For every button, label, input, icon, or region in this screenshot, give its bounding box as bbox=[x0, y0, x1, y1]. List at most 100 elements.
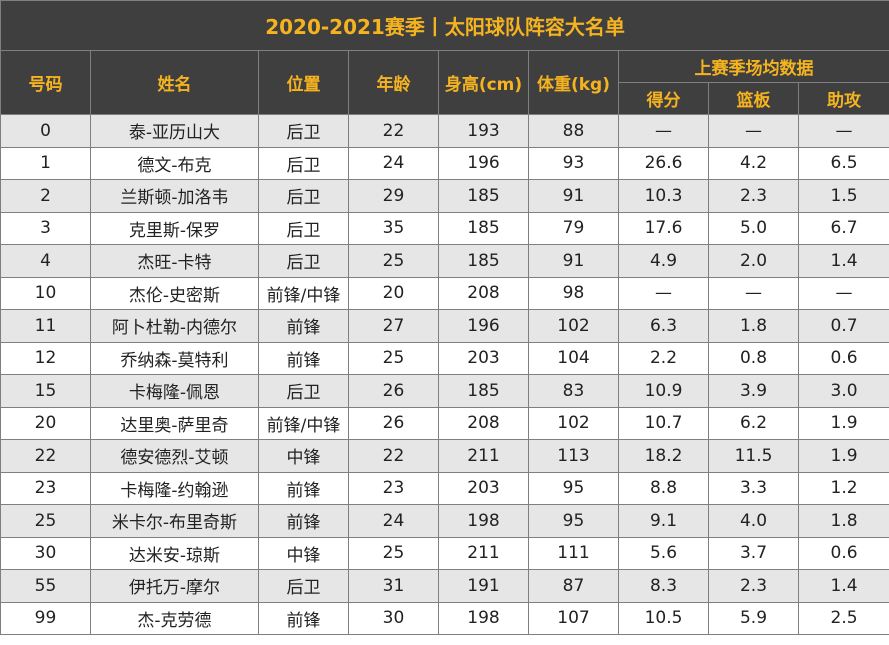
cell-points: 10.9 bbox=[618, 374, 709, 408]
cell-assists: 0.6 bbox=[797, 536, 889, 570]
cell-height: 185 bbox=[438, 211, 529, 245]
cell-rebounds: 2.3 bbox=[708, 179, 799, 213]
cell-age: 27 bbox=[348, 309, 439, 343]
cell-height: 185 bbox=[438, 374, 529, 408]
header-age: 年龄 bbox=[348, 50, 439, 115]
header-position: 位置 bbox=[258, 50, 349, 115]
cell-assists: 1.4 bbox=[797, 569, 889, 603]
cell-points: 10.5 bbox=[618, 601, 709, 635]
cell-weight: 102 bbox=[528, 309, 619, 343]
cell-position: 中锋 bbox=[258, 439, 349, 473]
cell-position: 后卫 bbox=[258, 179, 349, 213]
header-number: 号码 bbox=[0, 50, 91, 115]
cell-height: 203 bbox=[438, 341, 529, 375]
cell-age: 26 bbox=[348, 374, 439, 408]
cell-position: 后卫 bbox=[258, 211, 349, 245]
cell-rebounds: 1.8 bbox=[708, 309, 799, 343]
cell-name: 兰斯顿-加洛韦 bbox=[90, 179, 259, 213]
cell-age: 22 bbox=[348, 439, 439, 473]
cell-rebounds: 3.7 bbox=[708, 536, 799, 570]
table-row: 0 泰-亚历山大 后卫 22 193 88— — — bbox=[0, 114, 889, 148]
table-row: 11 阿卜杜勒-内德尔 前锋 27 196 102 6.3 1.8 0.7 bbox=[0, 309, 889, 343]
cell-height: 185 bbox=[438, 179, 529, 213]
cell-name: 卡梅隆-佩恩 bbox=[90, 374, 259, 408]
cell-name: 杰-克劳德 bbox=[90, 601, 259, 635]
table-row: 1 德文-布克 后卫 24 196 93 26.6 4.2 6.5 bbox=[0, 146, 889, 180]
cell-points: 8.8 bbox=[618, 471, 709, 505]
cell-number: 99 bbox=[0, 601, 91, 635]
cell-weight: 88 bbox=[528, 114, 619, 148]
cell-weight: 95 bbox=[528, 471, 619, 505]
cell-height: 198 bbox=[438, 601, 529, 635]
cell-rebounds: 11.5 bbox=[708, 439, 799, 473]
cell-height: 185 bbox=[438, 244, 529, 278]
cell-assists: 1.8 bbox=[797, 504, 889, 538]
header-assists: 助攻 bbox=[797, 82, 889, 115]
cell-weight: 79 bbox=[528, 211, 619, 245]
cell-age: 24 bbox=[348, 146, 439, 180]
cell-age: 25 bbox=[348, 341, 439, 375]
cell-number: 1 bbox=[0, 146, 91, 180]
cell-rebounds: 4.2 bbox=[708, 146, 799, 180]
cell-assists: — bbox=[797, 114, 889, 148]
cell-position: 后卫 bbox=[258, 569, 349, 603]
cell-assists: 3.0 bbox=[797, 374, 889, 408]
cell-weight: 83 bbox=[528, 374, 619, 408]
cell-weight: 102 bbox=[528, 406, 619, 440]
cell-rebounds: — bbox=[708, 114, 799, 148]
cell-age: 35 bbox=[348, 211, 439, 245]
cell-name: 卡梅隆-约翰逊 bbox=[90, 471, 259, 505]
cell-rebounds: 2.3 bbox=[708, 569, 799, 603]
cell-assists: 0.6 bbox=[797, 341, 889, 375]
cell-position: 后卫 bbox=[258, 244, 349, 278]
cell-height: 208 bbox=[438, 406, 529, 440]
cell-assists: 2.5 bbox=[797, 601, 889, 635]
cell-points: 9.1 bbox=[618, 504, 709, 538]
header-name: 姓名 bbox=[90, 50, 259, 115]
cell-rebounds: 6.2 bbox=[708, 406, 799, 440]
table-row: 20 达里奥-萨里奇 前锋/中锋 26 208 102 10.7 6.2 1.9 bbox=[0, 406, 889, 440]
cell-points: 10.7 bbox=[618, 406, 709, 440]
cell-points: 26.6 bbox=[618, 146, 709, 180]
cell-age: 31 bbox=[348, 569, 439, 603]
cell-age: 24 bbox=[348, 504, 439, 538]
cell-points: 18.2 bbox=[618, 439, 709, 473]
cell-points: 5.6 bbox=[618, 536, 709, 570]
table-title: 2020-2021赛季丨太阳球队阵容大名单 bbox=[0, 0, 889, 51]
cell-points: — bbox=[618, 114, 709, 148]
table-row: 12 乔纳森-莫特利 前锋 25 203 104 2.2 0.8 0.6 bbox=[0, 341, 889, 375]
cell-name: 杰旺-卡特 bbox=[90, 244, 259, 278]
cell-name: 泰-亚历山大 bbox=[90, 114, 259, 148]
cell-height: 203 bbox=[438, 471, 529, 505]
cell-assists: 1.4 bbox=[797, 244, 889, 278]
table-row: 22 德安德烈-艾顿 中锋 22 211 113 18.2 11.5 1.9 bbox=[0, 439, 889, 473]
cell-points: 6.3 bbox=[618, 309, 709, 343]
cell-name: 达里奥-萨里奇 bbox=[90, 406, 259, 440]
table-row: 10 杰伦-史密斯 前锋/中锋 20 208 98— — — bbox=[0, 276, 889, 310]
cell-height: 191 bbox=[438, 569, 529, 603]
cell-assists: 0.7 bbox=[797, 309, 889, 343]
cell-age: 22 bbox=[348, 114, 439, 148]
cell-assists: 1.5 bbox=[797, 179, 889, 213]
cell-name: 伊托万-摩尔 bbox=[90, 569, 259, 603]
cell-assists: 6.5 bbox=[797, 146, 889, 180]
cell-height: 211 bbox=[438, 439, 529, 473]
cell-name: 克里斯-保罗 bbox=[90, 211, 259, 245]
cell-rebounds: 5.0 bbox=[708, 211, 799, 245]
table-row: 25 米卡尔-布里奇斯 前锋 24 198 95 9.1 4.0 1.8 bbox=[0, 504, 889, 538]
cell-number: 30 bbox=[0, 536, 91, 570]
cell-points: — bbox=[618, 276, 709, 310]
cell-height: 193 bbox=[438, 114, 529, 148]
cell-height: 211 bbox=[438, 536, 529, 570]
cell-rebounds: — bbox=[708, 276, 799, 310]
cell-rebounds: 4.0 bbox=[708, 504, 799, 538]
cell-assists: 6.7 bbox=[797, 211, 889, 245]
cell-age: 23 bbox=[348, 471, 439, 505]
cell-height: 208 bbox=[438, 276, 529, 310]
cell-rebounds: 0.8 bbox=[708, 341, 799, 375]
table-row: 55 伊托万-摩尔 后卫 31 191 87 8.3 2.3 1.4 bbox=[0, 569, 889, 603]
cell-age: 25 bbox=[348, 244, 439, 278]
cell-number: 15 bbox=[0, 374, 91, 408]
cell-position: 前锋 bbox=[258, 504, 349, 538]
